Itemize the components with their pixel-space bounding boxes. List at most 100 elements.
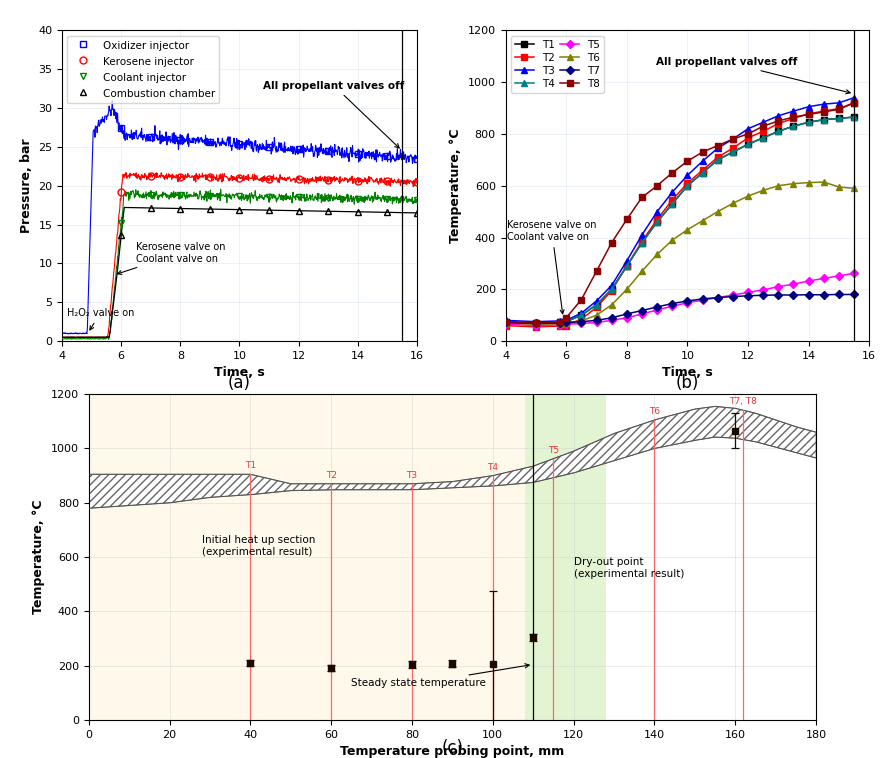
Text: T4: T4 [486, 462, 498, 471]
Oxidizer injector [234, 139, 245, 149]
Combustion chamber [382, 208, 392, 217]
T8 [500, 317, 510, 326]
Line: T7: T7 [501, 291, 856, 327]
Text: All propellant valves off: All propellant valves off [263, 80, 404, 148]
T6 [803, 178, 813, 187]
T4 [848, 112, 859, 121]
T7 [621, 309, 632, 318]
T6 [555, 319, 565, 328]
T2 [560, 321, 571, 330]
Kerosene injector [175, 172, 185, 181]
T2 [757, 127, 767, 136]
Kerosene injector [205, 173, 215, 182]
T8 [590, 267, 601, 276]
Oxidizer injector [411, 154, 422, 163]
T2 [621, 262, 632, 271]
T5 [711, 293, 722, 302]
T4 [742, 139, 752, 149]
T1 [606, 285, 617, 294]
T1 [833, 114, 843, 123]
T8 [742, 130, 752, 139]
T7 [711, 293, 722, 302]
Line: T6: T6 [501, 179, 856, 327]
T6 [773, 181, 783, 190]
T4 [757, 133, 767, 143]
T1 [560, 317, 571, 326]
T5 [742, 288, 752, 297]
Combustion chamber [205, 205, 215, 214]
T3 [742, 124, 752, 133]
T7 [500, 318, 510, 327]
T8 [530, 318, 540, 327]
T3 [727, 135, 737, 144]
Kerosene injector [234, 174, 245, 183]
Coolant injector [175, 191, 185, 200]
T2 [803, 109, 813, 118]
Kerosene injector [382, 177, 392, 186]
T6 [666, 236, 677, 245]
Combustion chamber [175, 204, 185, 213]
T7 [742, 291, 752, 300]
T5 [833, 271, 843, 280]
T5 [651, 305, 662, 315]
T7 [530, 319, 540, 328]
T7 [681, 296, 692, 305]
Bar [525, 394, 605, 720]
T7 [636, 306, 647, 315]
T5 [606, 316, 617, 325]
T5 [530, 321, 540, 330]
T2 [833, 104, 843, 113]
Coolant injector [382, 195, 392, 204]
Line: T5: T5 [501, 270, 856, 329]
T5 [681, 298, 692, 307]
Text: T5: T5 [548, 446, 558, 455]
T8 [636, 193, 647, 202]
T4 [788, 121, 798, 130]
T1 [636, 238, 647, 247]
T3 [575, 309, 586, 318]
X-axis label: Time, s: Time, s [661, 366, 712, 379]
T7 [833, 290, 843, 299]
T4 [555, 318, 565, 327]
T3 [621, 256, 632, 265]
Text: All propellant valves off: All propellant valves off [656, 58, 850, 94]
Line: T1: T1 [501, 114, 856, 326]
T3 [500, 316, 510, 325]
T7 [606, 313, 617, 322]
T7 [788, 290, 798, 299]
T3 [833, 99, 843, 108]
Oxidizer injector [145, 133, 156, 142]
T7 [651, 302, 662, 312]
T5 [560, 320, 571, 329]
Text: Initial heat up section
(experimental result): Initial heat up section (experimental re… [202, 535, 315, 557]
Text: Kerosene valve on
Coolant valve on: Kerosene valve on Coolant valve on [118, 243, 225, 274]
T1 [696, 168, 707, 177]
T6 [818, 177, 828, 186]
Coolant injector [205, 191, 215, 200]
T3 [803, 102, 813, 111]
Text: T2: T2 [325, 471, 337, 480]
T1 [500, 317, 510, 326]
Combustion chamber [323, 207, 333, 216]
Y-axis label: Pressure, bar: Pressure, bar [19, 139, 33, 233]
T5 [757, 285, 767, 294]
Combustion chamber [411, 208, 422, 218]
Coolant injector [234, 192, 245, 201]
T3 [848, 93, 859, 102]
T3 [530, 317, 540, 326]
T1 [590, 300, 601, 309]
Line: T3: T3 [501, 95, 856, 324]
T4 [803, 117, 813, 127]
T7 [590, 316, 601, 325]
Oxidizer injector [293, 145, 304, 154]
T1 [742, 139, 752, 149]
T5 [636, 309, 647, 318]
T8 [666, 168, 677, 177]
T6 [742, 192, 752, 201]
T7 [773, 290, 783, 299]
Kerosene injector [116, 187, 127, 196]
T8 [727, 135, 737, 144]
T1 [711, 155, 722, 164]
T4 [636, 238, 647, 247]
T2 [818, 107, 828, 116]
